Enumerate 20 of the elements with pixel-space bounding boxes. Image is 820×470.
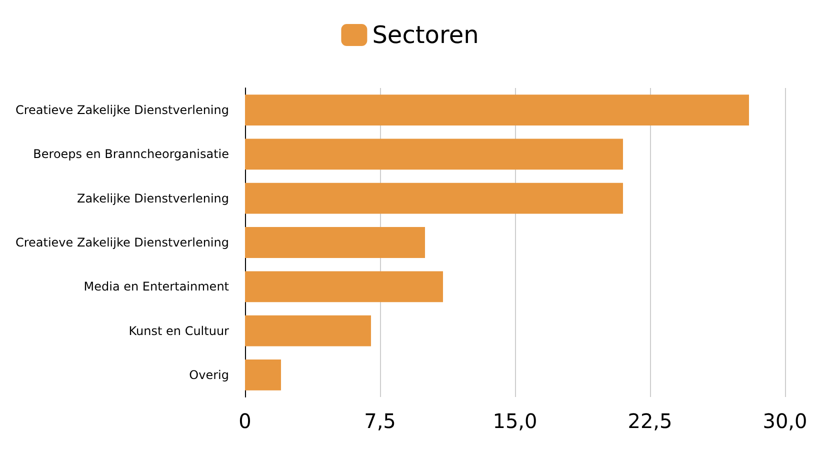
bar — [245, 94, 749, 126]
bar — [245, 359, 281, 390]
y-tick-label: Zakelijke Dienstverlening — [76, 191, 229, 206]
x-tick-label: 15,0 — [492, 409, 538, 433]
x-tick-label: 30,0 — [762, 409, 808, 433]
x-tick-label: 22,5 — [628, 409, 672, 433]
y-tick-label: Media en Entertainment — [84, 280, 230, 294]
bar — [245, 182, 623, 214]
bar — [245, 138, 623, 170]
y-tick-label: Overig — [189, 368, 229, 382]
x-tick-label: 7,5 — [364, 409, 396, 433]
y-tick-label: Kunst en Cultuur — [128, 324, 230, 338]
bar — [245, 227, 425, 258]
legend-label: Sectoren — [372, 21, 479, 49]
bar — [245, 271, 443, 302]
y-tick-label: Creatieve Zakelijke Dienstverlening — [15, 103, 229, 118]
x-tick-label: 0 — [238, 409, 252, 433]
bar — [245, 315, 371, 346]
y-tick-label: Creatieve Zakelijke Dienstverlening — [15, 236, 229, 250]
y-tick-label: Beroeps en Branncheorganisatie — [33, 147, 229, 162]
